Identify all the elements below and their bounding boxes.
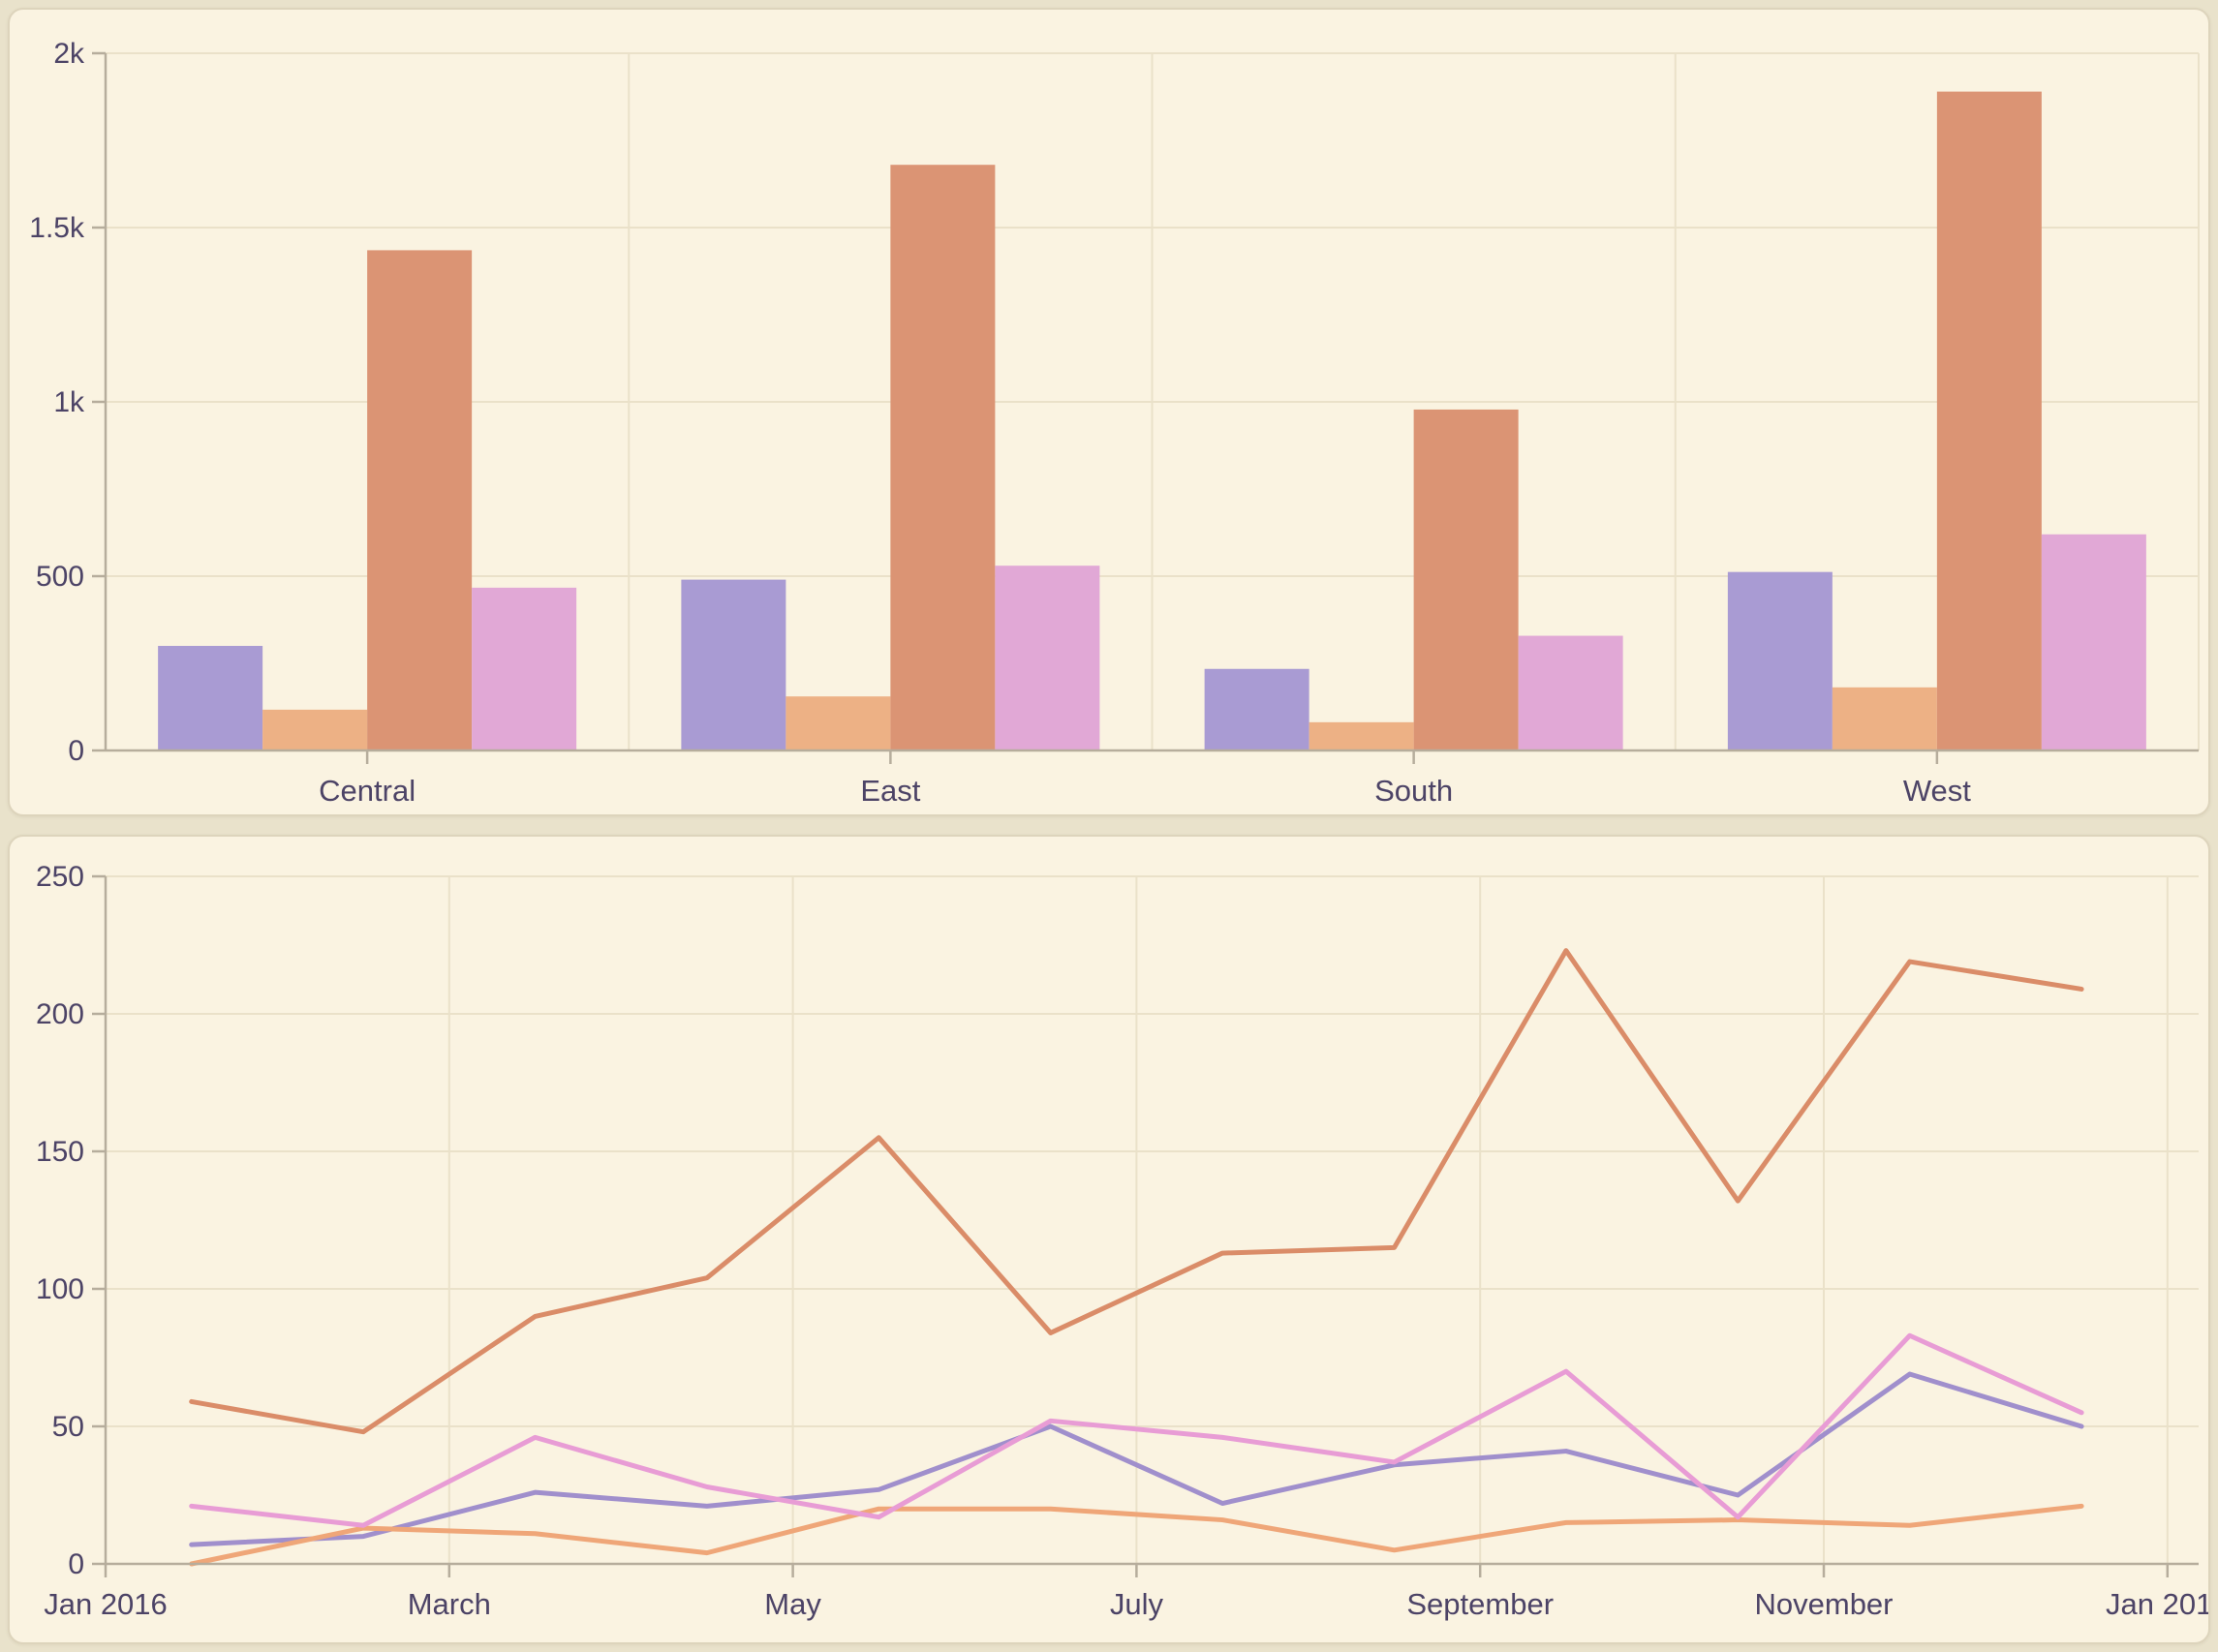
y-axis-tick-label: 200	[36, 998, 84, 1030]
y-axis-tick-label: 100	[36, 1273, 84, 1305]
bar-west-series-salmon	[1936, 91, 2042, 751]
line-series-purple	[189, 1371, 2084, 1547]
bar-central-series-light-orange	[262, 709, 368, 750]
bar-south-series-light-orange	[1309, 721, 1414, 750]
y-axis-tick-label: 500	[36, 561, 84, 593]
y-axis-tick-label: 250	[36, 861, 84, 893]
bar-central-series-purple	[158, 646, 263, 750]
category-label: South	[1374, 774, 1453, 808]
x-axis-tick-label: May	[764, 1587, 821, 1621]
bar-central-series-pink	[472, 587, 577, 750]
bar-east-series-salmon	[890, 165, 996, 750]
x-axis-tick-label: March	[408, 1587, 491, 1621]
bar-south-series-purple	[1204, 668, 1309, 750]
bar-east-series-purple	[681, 579, 786, 750]
x-axis-tick-label: November	[1755, 1587, 1894, 1621]
bar-chart-svg: 0 500 1k 1.5k 2k Central East South West	[29, 38, 2200, 808]
bar-west-series-purple	[1727, 571, 1833, 750]
category-label: West	[1903, 774, 1971, 808]
y-axis-tick-label: 0	[68, 1548, 84, 1580]
bar-south-series-salmon	[1413, 409, 1519, 750]
bar-west-series-pink	[2041, 534, 2146, 750]
line-chart-panel: 0 50 100 150 200 250 Jan 2016 March May July Septe…	[8, 835, 2210, 1644]
line-series-pink	[189, 1332, 2084, 1528]
y-axis-tick-label: 150	[36, 1136, 84, 1168]
x-axis-tick-label: Jan 2016	[44, 1587, 168, 1621]
bar-east-series-light-orange	[786, 696, 891, 750]
y-axis-tick-label: 50	[52, 1411, 84, 1443]
x-axis-tick-label: September	[1406, 1587, 1554, 1621]
x-axis-tick-label: July	[1110, 1587, 1164, 1621]
bar-south-series-pink	[1518, 635, 1623, 750]
x-axis-tick-label: Jan 2017	[2106, 1587, 2208, 1621]
line-chart-svg: 0 50 100 150 200 250 Jan 2016 March May July Septe…	[36, 861, 2208, 1621]
y-axis-tick-label: 1k	[53, 386, 85, 418]
line-series-salmon	[189, 948, 2084, 1435]
category-label: Central	[319, 774, 416, 808]
y-axis-tick-label: 1.5k	[29, 212, 85, 244]
category-label: East	[860, 774, 920, 808]
y-axis-tick-label: 2k	[53, 38, 85, 70]
bar-west-series-light-orange	[1832, 687, 1937, 750]
line-series-light-orange	[189, 1503, 2084, 1567]
y-axis-tick-label: 0	[68, 735, 84, 767]
bar-east-series-pink	[995, 566, 1100, 750]
bar-central-series-salmon	[367, 250, 473, 750]
bar-chart-panel: 0 500 1k 1.5k 2k Central East South West	[8, 8, 2210, 816]
